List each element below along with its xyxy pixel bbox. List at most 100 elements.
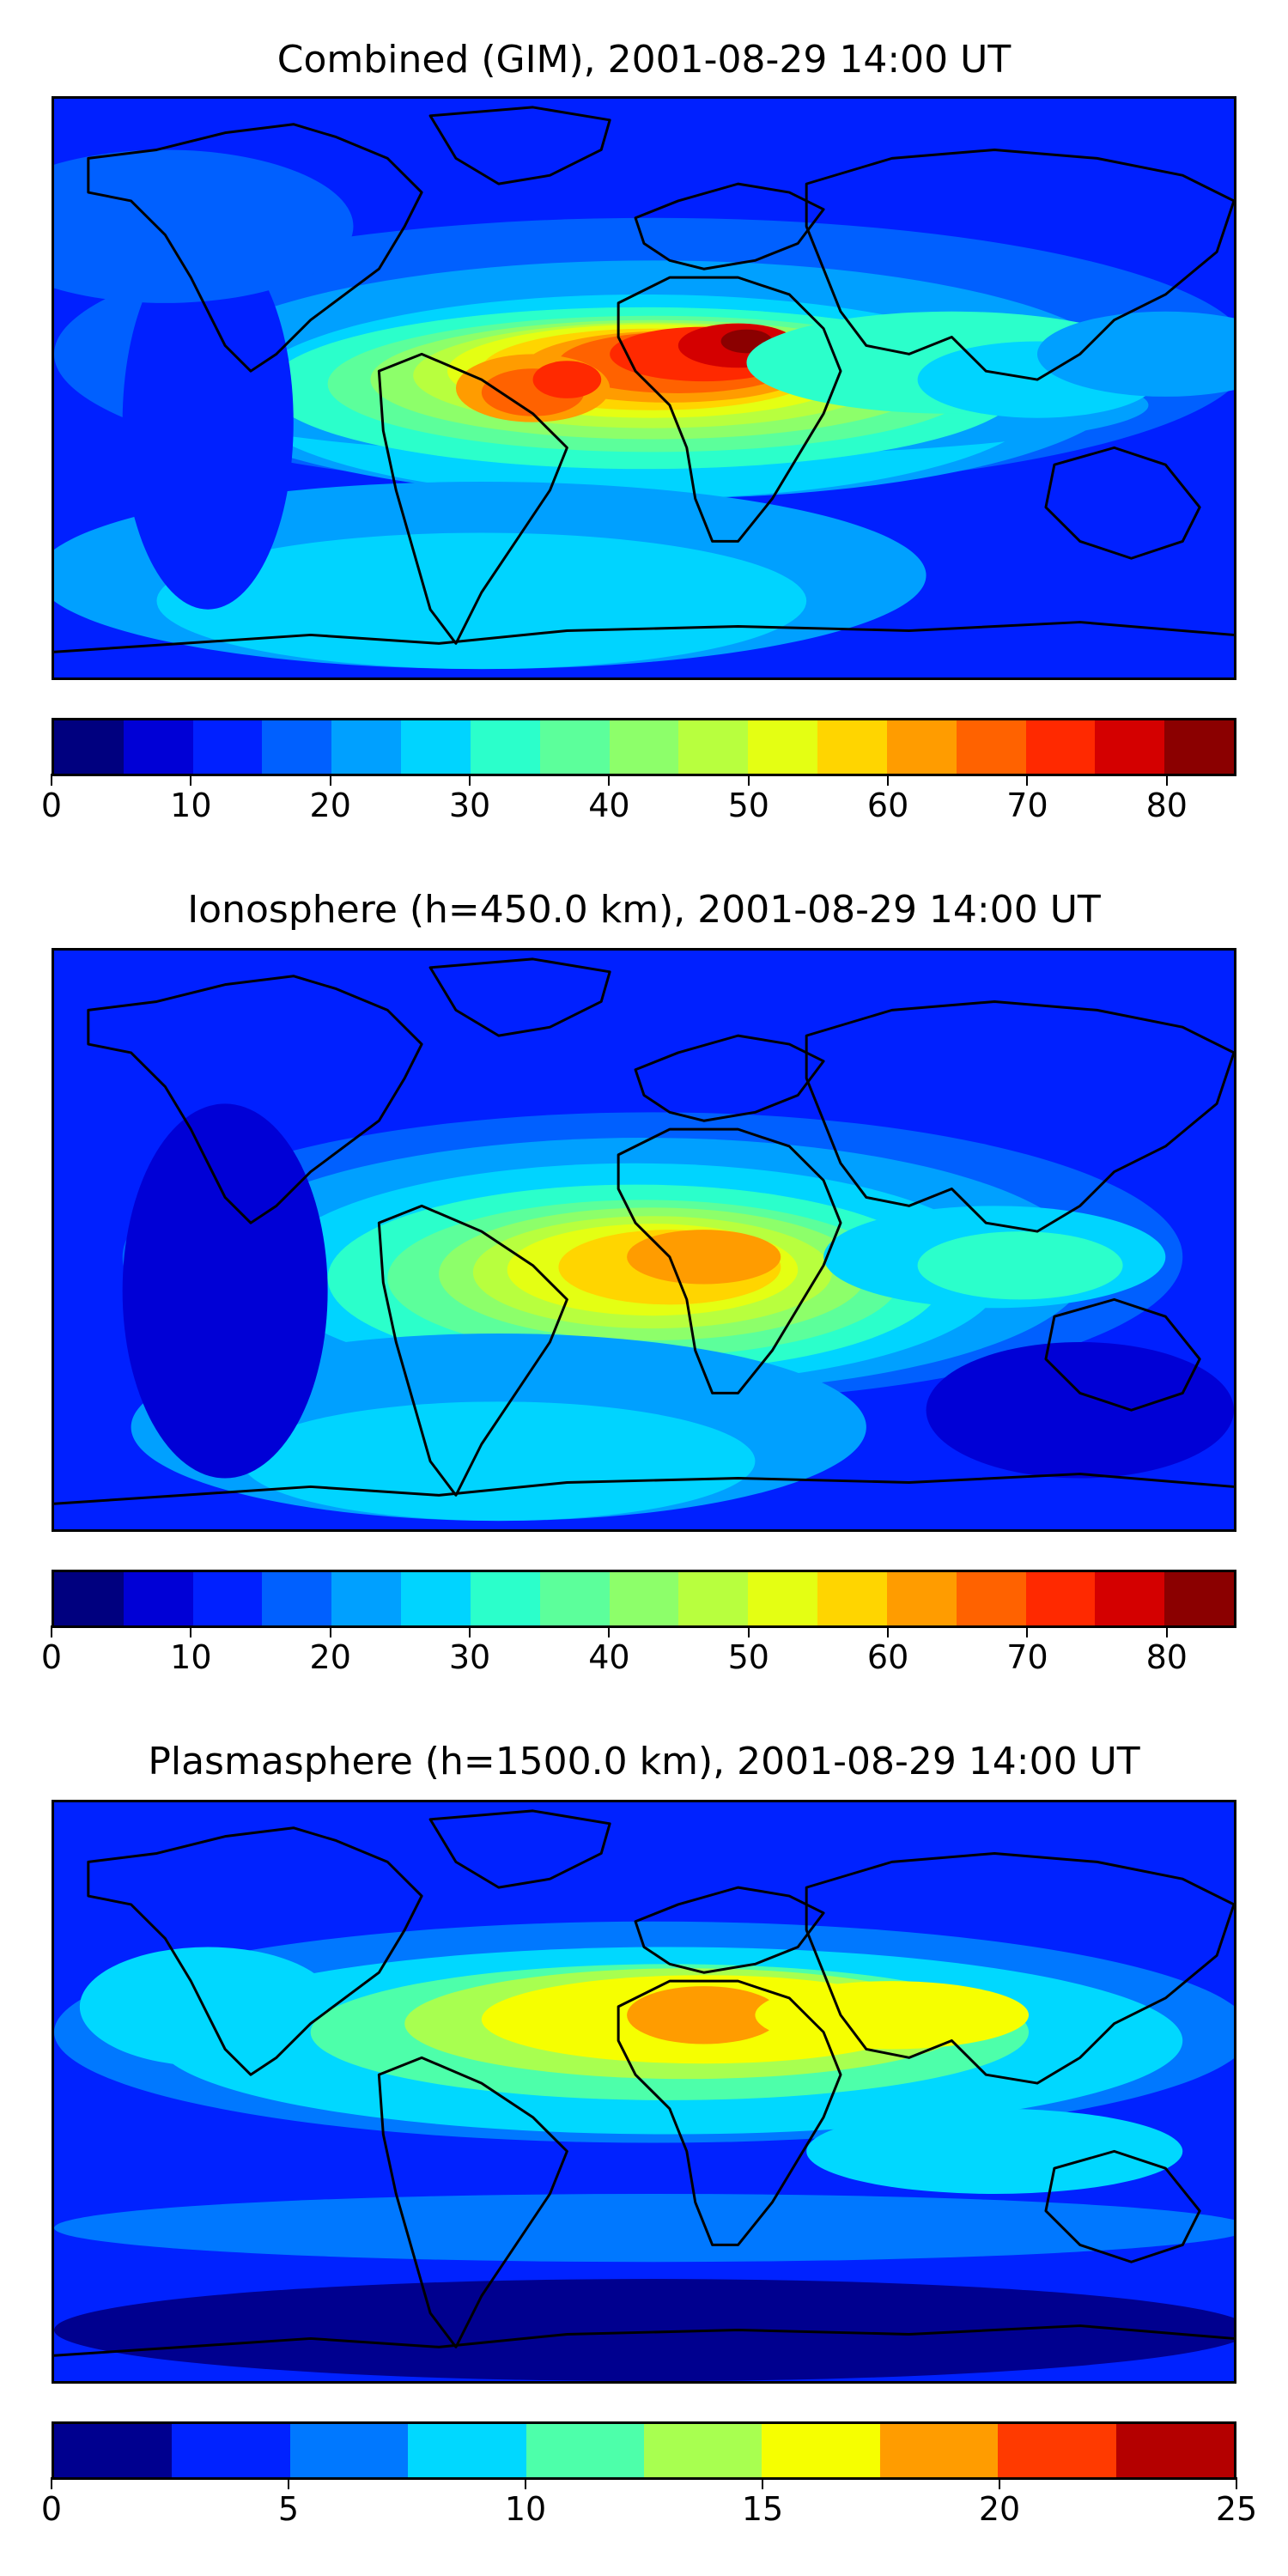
colorbar-tick-label: 20 bbox=[309, 1638, 351, 1676]
coastline bbox=[428, 1809, 611, 1889]
colorbar-tick-mark bbox=[51, 2477, 52, 2489]
colorbar-tick-mark bbox=[329, 1625, 331, 1637]
colorbar-segment bbox=[123, 1572, 193, 1625]
coastline bbox=[428, 957, 611, 1037]
colorbar-segment bbox=[1095, 720, 1165, 774]
colorbar-segment bbox=[289, 2424, 409, 2477]
colorbar-tick-mark bbox=[1026, 774, 1029, 786]
colorbar-segment bbox=[539, 720, 610, 774]
coastline bbox=[634, 1886, 825, 1974]
colorbar-segment bbox=[609, 720, 679, 774]
panel-3-contour-map bbox=[54, 1802, 1234, 2381]
colorbar-segment bbox=[401, 1572, 471, 1625]
colorbar-tick-label: 0 bbox=[40, 2490, 63, 2528]
contour-level bbox=[122, 1103, 328, 1479]
colorbar-segment bbox=[678, 1572, 749, 1625]
contour-level bbox=[1037, 311, 1234, 397]
colorbar-tick-label: 25 bbox=[1215, 2490, 1258, 2528]
colorbar-tick-mark bbox=[887, 1625, 890, 1637]
colorbar-tick-mark bbox=[51, 774, 52, 786]
colorbar-tick-mark bbox=[190, 774, 192, 786]
colorbar-segment bbox=[609, 1572, 679, 1625]
colorbar-tick-mark bbox=[469, 774, 471, 786]
colorbar-tick-label: 40 bbox=[588, 1638, 630, 1676]
colorbar-segment bbox=[1025, 1572, 1096, 1625]
colorbar-segment bbox=[1164, 1572, 1235, 1625]
colorbar-segment bbox=[1095, 1572, 1165, 1625]
coastline bbox=[54, 621, 1234, 653]
panel-1-map[interactable] bbox=[52, 96, 1236, 680]
colorbar-tick-label: 0 bbox=[40, 787, 63, 824]
colorbar-segment bbox=[1164, 720, 1235, 774]
colorbar-tick-mark bbox=[608, 1625, 611, 1637]
colorbar-segment bbox=[331, 720, 402, 774]
colorbar-segment bbox=[886, 720, 957, 774]
colorbar-segment bbox=[539, 1572, 610, 1625]
colorbar-tick-mark bbox=[1165, 774, 1168, 786]
coastline bbox=[377, 352, 568, 645]
panel-1-title: Combined (GIM), 2001-08-29 14:00 UT bbox=[276, 38, 1012, 82]
coastline bbox=[1044, 1297, 1201, 1412]
coastline bbox=[634, 1034, 825, 1122]
colorbar-segment bbox=[262, 1572, 332, 1625]
contour-level bbox=[627, 1230, 781, 1285]
colorbar-segment bbox=[817, 720, 887, 774]
colorbar-segment bbox=[956, 1572, 1026, 1625]
colorbar-tick-label: 60 bbox=[866, 1638, 909, 1676]
colorbar-tick-mark bbox=[1026, 1625, 1029, 1637]
panel-3-colorbar bbox=[52, 2421, 1236, 2480]
coastline bbox=[54, 1473, 1234, 1505]
colorbar-tick-mark bbox=[747, 774, 750, 786]
coastline bbox=[617, 1127, 842, 1394]
coastline bbox=[54, 2324, 1234, 2357]
contour-level bbox=[627, 1986, 781, 2044]
colorbar-tick-mark bbox=[190, 1625, 192, 1637]
colorbar-tick-label: 70 bbox=[1006, 787, 1048, 824]
colorbar-segment bbox=[956, 720, 1026, 774]
colorbar-tick-mark bbox=[469, 1625, 471, 1637]
colorbar-segment bbox=[998, 2424, 1116, 2477]
coastline bbox=[428, 106, 611, 185]
coastline bbox=[87, 123, 423, 373]
coastline bbox=[1044, 446, 1201, 560]
contour-level bbox=[532, 361, 602, 398]
panel-3-map[interactable] bbox=[52, 1800, 1236, 2384]
colorbar-segment bbox=[262, 720, 332, 774]
panel-2-map[interactable] bbox=[52, 948, 1236, 1532]
colorbar-segment bbox=[678, 720, 749, 774]
colorbar-segment bbox=[192, 720, 263, 774]
colorbar-segment bbox=[762, 2424, 880, 2477]
colorbar-segment bbox=[748, 1572, 818, 1625]
colorbar-segment bbox=[526, 2424, 645, 2477]
colorbar-tick-label: 10 bbox=[504, 2490, 547, 2528]
colorbar-segment bbox=[748, 720, 818, 774]
contour-fill bbox=[54, 951, 1234, 1529]
colorbar-segment bbox=[470, 1572, 540, 1625]
colorbar-tick-mark bbox=[288, 2477, 289, 2489]
colorbar-tick-label: 50 bbox=[727, 787, 769, 824]
colorbar-tick-label: 80 bbox=[1145, 1638, 1188, 1676]
colorbar-tick-label: 0 bbox=[40, 1638, 63, 1676]
panel-2-colorbar bbox=[52, 1570, 1236, 1628]
contour-level bbox=[917, 1231, 1123, 1300]
panel-2-title: Ionosphere (h=450.0 km), 2001-08-29 14:0… bbox=[187, 888, 1101, 932]
contour-level bbox=[79, 1947, 337, 2067]
colorbar-segment bbox=[331, 1572, 402, 1625]
panel-1-colorbar bbox=[52, 718, 1236, 776]
colorbar-tick-mark bbox=[525, 2477, 526, 2489]
colorbar-tick-label: 10 bbox=[170, 787, 212, 824]
colorbar-tick-label: 20 bbox=[309, 787, 351, 824]
panel-1-contour-map bbox=[54, 99, 1234, 677]
colorbar-segment bbox=[1025, 720, 1096, 774]
contour-fill bbox=[54, 99, 1234, 677]
colorbar-tick-mark bbox=[747, 1625, 750, 1637]
colorbar-tick-label: 70 bbox=[1006, 1638, 1048, 1676]
coastline bbox=[805, 148, 1234, 381]
contour-level bbox=[54, 2279, 1234, 2381]
colorbar-segment bbox=[192, 1572, 263, 1625]
coastline bbox=[805, 1851, 1234, 2085]
coastline bbox=[1044, 2149, 1201, 2263]
colorbar-segment bbox=[401, 720, 471, 774]
colorbar-segment bbox=[879, 2424, 999, 2477]
contour-level bbox=[926, 1341, 1234, 1479]
